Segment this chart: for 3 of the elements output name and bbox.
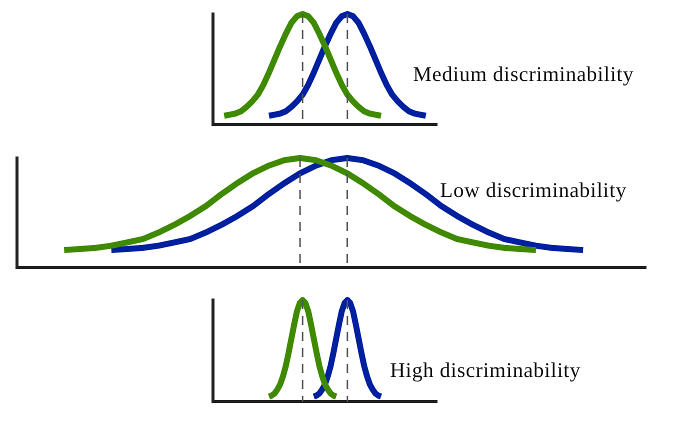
text: Low discriminability — [440, 178, 627, 203]
text: High discriminability — [390, 358, 581, 383]
text: Medium discriminability — [413, 62, 634, 87]
